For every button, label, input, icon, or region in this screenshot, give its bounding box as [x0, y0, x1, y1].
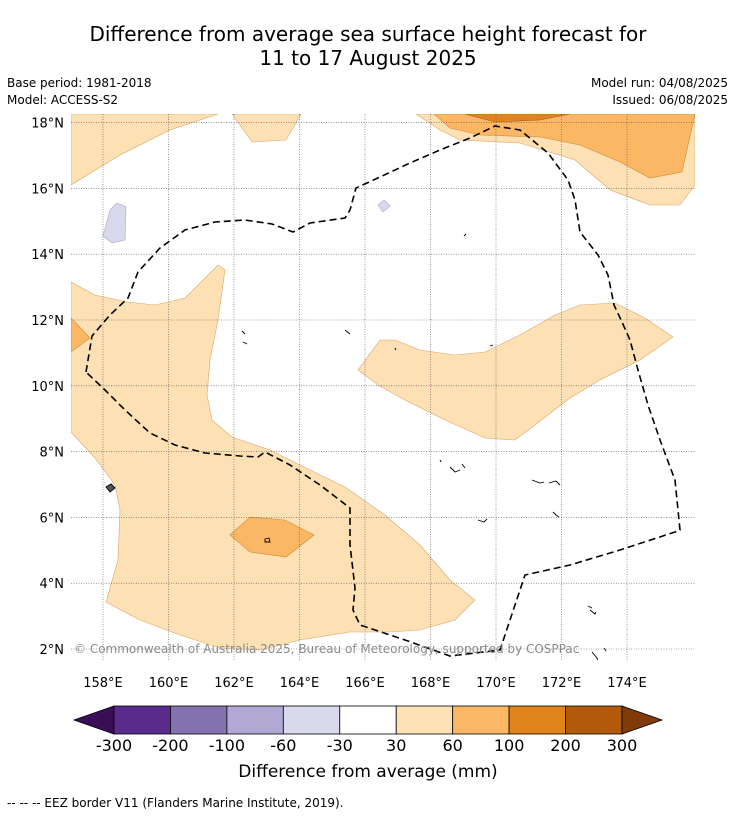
colorbar-extend-high — [621, 705, 664, 735]
contour-60-100 — [71, 114, 695, 558]
islands — [105, 233, 607, 660]
lon-label: 158°E — [83, 676, 123, 691]
model-name: Model: ACCESS-S2 — [7, 93, 119, 107]
colorbar-segment — [508, 705, 566, 735]
colorbar-tick-label: 300 — [607, 736, 638, 755]
lon-label: 164°E — [280, 676, 320, 691]
colorbar-segment — [226, 705, 284, 735]
meta-right: Model run: 04/08/2025 Issued: 06/08/2025 — [591, 75, 728, 109]
colorbar-segment — [170, 705, 228, 735]
colorbar-tick-label: 200 — [550, 736, 581, 755]
contour-100-200 — [464, 114, 571, 123]
map-panel: © Commonwealth of Australia 2025, Bureau… — [71, 114, 695, 660]
colorbar-tick-label: -200 — [152, 736, 188, 755]
issued-date: Issued: 06/08/2025 — [612, 93, 728, 107]
title-line-2: 11 to 17 August 2025 — [259, 46, 477, 70]
lon-label: 168°E — [411, 676, 451, 691]
colorbar-segment — [452, 705, 510, 735]
lat-label: 10°N — [31, 380, 64, 395]
lat-label: 18°N — [31, 117, 64, 132]
lat-label: 8°N — [40, 446, 65, 461]
colorbar-tick-label: 100 — [494, 736, 525, 755]
longitude-labels: 158°E 160°E 162°E 164°E 166°E 168°E 170°E 172°E… — [83, 676, 647, 691]
lon-label: 162°E — [214, 676, 254, 691]
colorbar-segment — [339, 705, 397, 735]
lon-label: 170°E — [476, 676, 516, 691]
colorbar-extend-low — [72, 705, 115, 735]
lat-label: 6°N — [40, 511, 65, 526]
lat-label: 16°N — [31, 182, 64, 197]
colorbar-segment — [113, 705, 171, 735]
gridlines — [71, 114, 695, 660]
latitude-labels: 2°N 4°N 6°N 8°N 10°N 12°N 14°N 16°N 18°N — [31, 117, 64, 658]
lon-label: 174°E — [607, 676, 647, 691]
lon-label: 172°E — [542, 676, 582, 691]
base-period: Base period: 1981-2018 — [7, 76, 152, 90]
colorbar-tick-label: 60 — [442, 736, 462, 755]
eez-border — [85, 125, 681, 657]
colorbar-segment — [565, 705, 623, 735]
lat-label: 12°N — [31, 314, 64, 329]
colorbar-tick-label: 30 — [386, 736, 406, 755]
lat-label: 4°N — [40, 577, 65, 592]
lat-label: 14°N — [31, 248, 64, 263]
colorbar-segment — [282, 705, 341, 735]
eez-legend-note: -- -- -- EEZ border V11 (Flanders Marine… — [7, 796, 344, 810]
contour-30-60 — [71, 114, 695, 651]
meta-left: Base period: 1981-2018 Model: ACCESS-S2 — [7, 75, 152, 109]
contour-minus30-minus60 — [102, 199, 391, 244]
lon-label: 160°E — [149, 676, 189, 691]
copyright-text: © Commonwealth of Australia 2025, Bureau… — [74, 642, 579, 656]
map-title: Difference from average sea surface heig… — [0, 22, 736, 70]
colorbar-label: Difference from average (mm) — [238, 762, 498, 782]
lon-label: 166°E — [345, 676, 385, 691]
title-line-1: Difference from average sea surface heig… — [89, 22, 647, 46]
colorbar-tick-label: -30 — [327, 736, 353, 755]
colorbar-segment — [395, 705, 454, 735]
model-run: Model run: 04/08/2025 — [590, 76, 728, 90]
colorbar — [72, 705, 664, 735]
colorbar-tick-label: -100 — [209, 736, 245, 755]
colorbar-tick-label: -60 — [270, 736, 296, 755]
colorbar-tick-label: -300 — [96, 736, 132, 755]
colorbar-ticks: -300 -200 -100 -60 -30 30 60 100 200 300 — [96, 736, 637, 755]
lat-label: 2°N — [40, 643, 65, 658]
